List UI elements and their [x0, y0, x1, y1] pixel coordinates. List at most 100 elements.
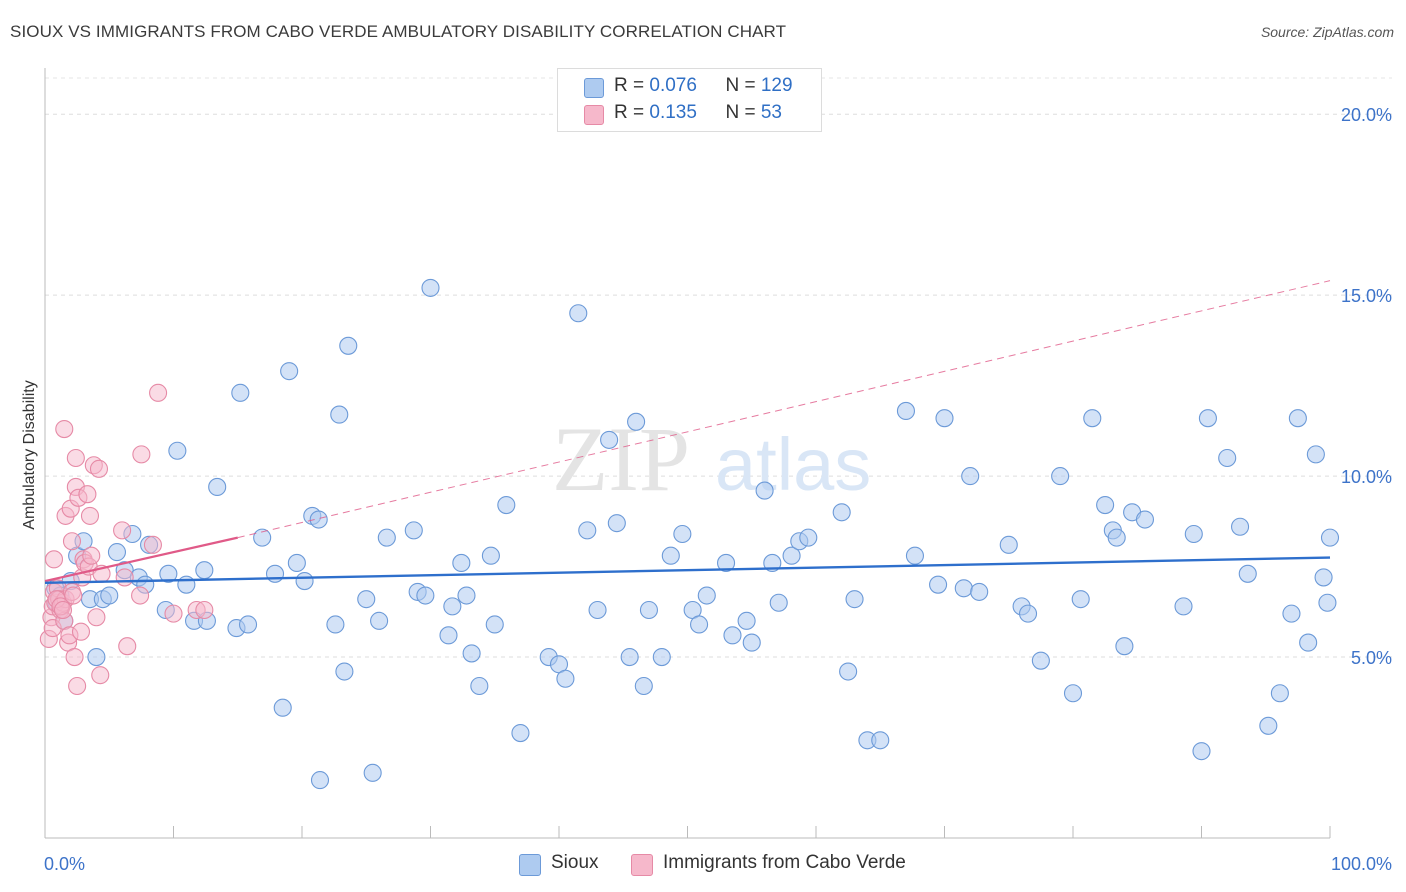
- data-point-sioux: [280, 362, 299, 381]
- data-point-sioux: [159, 564, 178, 583]
- data-point-sioux: [1115, 637, 1134, 656]
- data-point-sioux: [330, 405, 349, 424]
- data-point-sioux: [697, 586, 716, 605]
- data-point-cabo-verde: [164, 604, 183, 623]
- data-point-sioux: [265, 564, 285, 583]
- trend-lines: [44, 280, 1331, 585]
- data-point-sioux: [1198, 409, 1217, 428]
- data-point-sioux: [556, 669, 575, 688]
- data-point-sioux: [357, 590, 376, 609]
- data-point-sioux: [310, 771, 330, 790]
- data-point-sioux: [1259, 716, 1278, 735]
- data-point-cabo-verde: [115, 568, 134, 587]
- trend-line-cabo-verde: [44, 536, 238, 583]
- source-label: Source: ZipAtlas.com: [1260, 24, 1394, 40]
- legend-n-value: 129: [760, 75, 793, 96]
- data-point-cabo-verde: [149, 383, 168, 402]
- trend-line-sioux: [44, 556, 1331, 585]
- data-point-sioux: [195, 561, 214, 580]
- legend-r-value: 0.076: [649, 75, 697, 96]
- x-axis-tick-labels: 0.0% 100.0%: [44, 854, 1392, 874]
- data-point-sioux: [457, 586, 476, 605]
- watermark-atlas: atlas: [715, 423, 871, 506]
- data-point-sioux: [763, 553, 782, 573]
- y-axis-tick-labels: 5.0% 10.0% 15.0% 20.0%: [1341, 105, 1392, 668]
- data-point-sioux: [443, 597, 462, 616]
- data-point-sioux: [871, 731, 890, 750]
- data-point-cabo-verde: [143, 535, 162, 554]
- data-point-sioux: [1270, 684, 1289, 703]
- data-point-sioux: [970, 582, 989, 601]
- data-point-sioux: [588, 600, 607, 620]
- data-point-sioux: [1135, 510, 1155, 529]
- y-tick-label: 10.0%: [1341, 467, 1392, 487]
- data-point-sioux: [954, 579, 973, 598]
- data-point-sioux: [177, 575, 196, 594]
- data-point-cabo-verde: [68, 676, 87, 696]
- data-point-sioux: [168, 441, 187, 460]
- data-point-cabo-verde: [53, 600, 73, 620]
- data-point-sioux: [1288, 409, 1307, 428]
- data-point-sioux: [462, 644, 481, 663]
- data-point-cabo-verde: [71, 622, 91, 641]
- data-point-sioux: [1282, 604, 1301, 623]
- x-tick-label: 100.0%: [1331, 854, 1392, 874]
- data-point-sioux: [309, 510, 328, 529]
- data-point-sioux: [1318, 593, 1337, 612]
- data-point-cabo-verde: [91, 666, 110, 685]
- data-point-sioux: [253, 528, 272, 547]
- data-point-sioux: [716, 553, 736, 573]
- data-point-sioux: [1306, 445, 1325, 464]
- data-point-cabo-verde: [78, 485, 97, 504]
- data-point-sioux: [1238, 564, 1257, 583]
- data-point-sioux: [1063, 684, 1083, 703]
- data-point-sioux: [742, 633, 761, 652]
- data-point-sioux: [896, 401, 916, 421]
- data-point-sioux: [737, 611, 756, 630]
- data-point-sioux: [799, 528, 818, 547]
- data-point-sioux: [1083, 409, 1102, 428]
- data-point-sioux: [1299, 633, 1318, 652]
- data-point-sioux: [326, 615, 345, 634]
- data-point-sioux: [1314, 568, 1333, 587]
- data-point-sioux: [673, 524, 692, 544]
- data-point-sioux: [1018, 604, 1038, 623]
- legend: R = 0.076 N = 129 R = 0.135 N = 53: [557, 68, 822, 132]
- data-point-sioux: [905, 546, 924, 565]
- data-point-sioux: [404, 521, 423, 540]
- data-point-sioux: [231, 383, 250, 402]
- data-point-sioux: [929, 575, 948, 594]
- data-point-sioux: [661, 546, 680, 565]
- bottom-legend-swatch-sioux: [519, 854, 541, 876]
- data-point-cabo-verde: [113, 521, 132, 540]
- data-point-sioux: [481, 546, 500, 565]
- data-point-sioux: [273, 698, 292, 717]
- y-tick-label: 20.0%: [1341, 105, 1392, 125]
- data-point-sioux: [363, 763, 382, 782]
- data-point-sioux: [100, 586, 119, 605]
- data-point-cabo-verde: [82, 546, 101, 565]
- data-point-sioux: [578, 521, 597, 540]
- legend-swatch-cabo-verde: [584, 105, 604, 125]
- data-point-sioux: [755, 481, 774, 500]
- data-point-sioux: [634, 676, 653, 696]
- y-axis-label: Ambulatory Disability: [21, 380, 38, 529]
- data-point-sioux: [497, 495, 516, 515]
- data-point-sioux: [452, 553, 471, 573]
- data-point-sioux: [961, 467, 980, 486]
- data-point-cabo-verde: [132, 445, 151, 464]
- data-point-sioux: [639, 600, 659, 620]
- data-point-cabo-verde: [65, 647, 84, 667]
- data-point-sioux: [839, 662, 858, 681]
- data-point-cabo-verde: [89, 459, 109, 478]
- data-point-sioux: [723, 626, 742, 645]
- data-point-sioux: [295, 571, 314, 591]
- bottom-legend-label-cabo-verde: Immigrants from Cabo Verde: [663, 852, 906, 873]
- data-point-sioux: [769, 593, 788, 612]
- data-point-sioux: [999, 535, 1018, 554]
- data-point-sioux: [627, 412, 646, 431]
- data-point-sioux: [620, 647, 639, 667]
- series-sioux: [46, 278, 1340, 790]
- bottom-legend-swatch-cabo-verde: [631, 854, 653, 876]
